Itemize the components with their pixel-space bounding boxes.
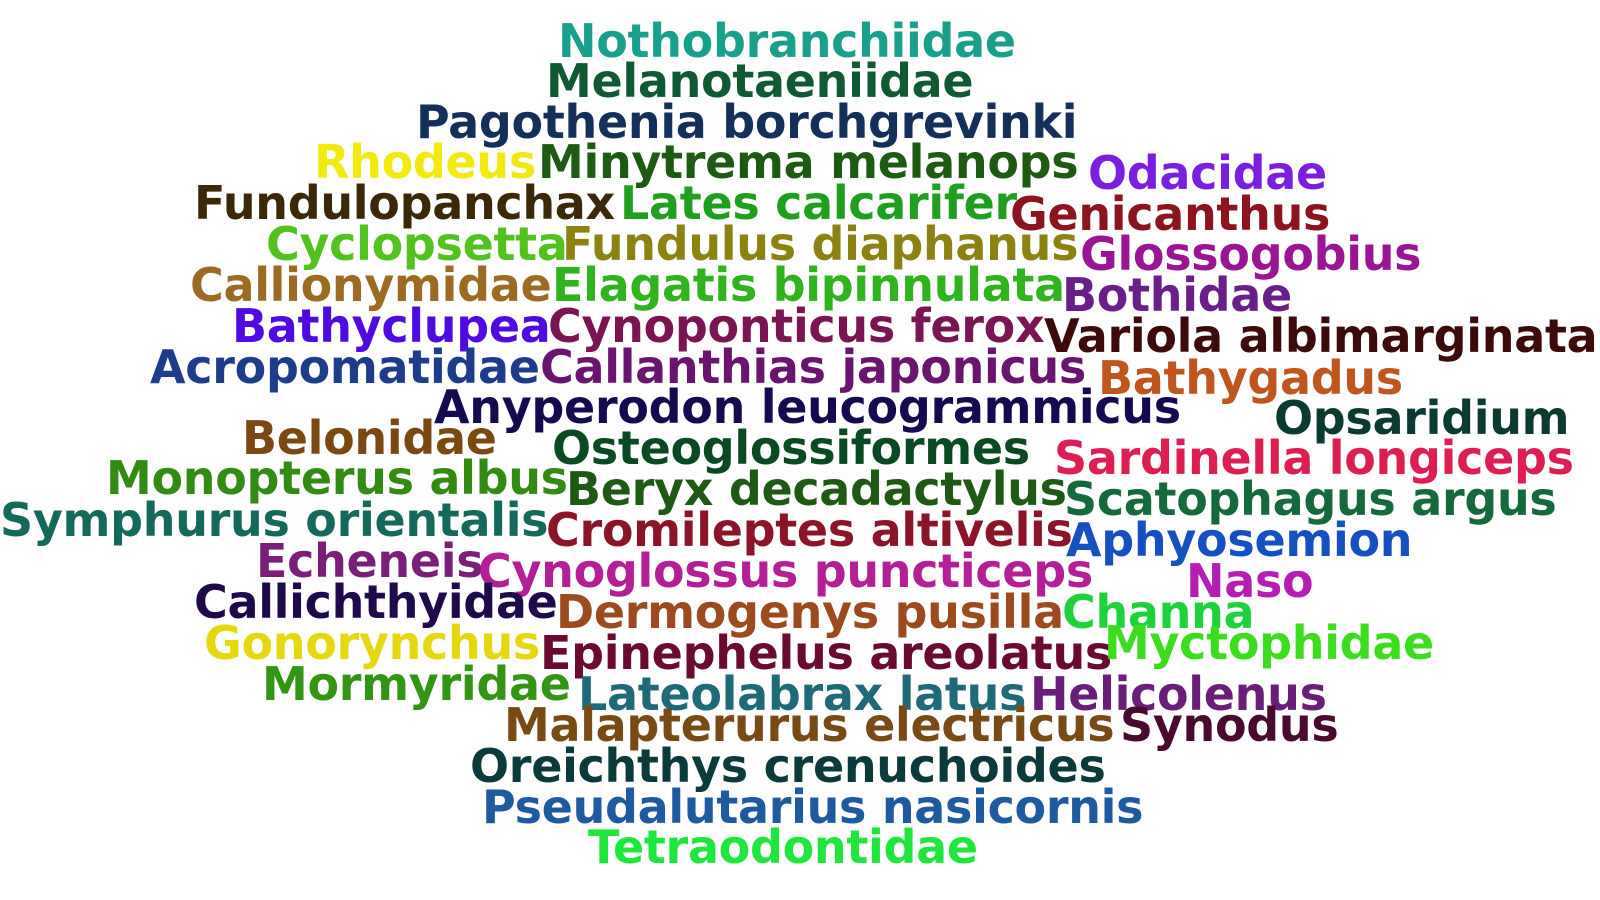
word-naso: Naso [1186, 554, 1314, 608]
word-opsaridium: Opsaridium [1274, 391, 1570, 445]
word-epinephelus-areolatus: Epinephelus areolatus [540, 626, 1113, 680]
word-pagothenia-borchgrevinki: Pagothenia borchgrevinki [416, 95, 1078, 149]
word-odacidae: Odacidae [1088, 146, 1327, 200]
word-beryx-decadactylus: Beryx decadactylus [566, 462, 1067, 516]
word-acropomatidae: Acropomatidae [150, 340, 540, 394]
word-channa: Channa [1062, 585, 1255, 639]
word-rhodeus: Rhodeus [314, 135, 536, 189]
word-fundulus-diaphanus: Fundulus diaphanus [562, 217, 1079, 271]
word-lates-calcarifer: Lates calcarifer [620, 176, 1017, 230]
word-pseudalutarius-nasicornis: Pseudalutarius nasicornis [482, 780, 1144, 834]
word-echeneis: Echeneis [256, 534, 484, 588]
word-minytrema-melanops: Minytrema melanops [538, 135, 1079, 189]
word-malapterurus-electricus: Malapterurus electricus [504, 698, 1115, 752]
word-synodus: Synodus [1120, 698, 1339, 752]
word-aphyosemion: Aphyosemion [1066, 513, 1413, 567]
word-cynoponticus-ferox: Cynoponticus ferox [548, 299, 1045, 353]
word-genicanthus: Genicanthus [1010, 187, 1331, 241]
word-belonidae: Belonidae [242, 411, 497, 465]
word-myctophidae: Myctophidae [1104, 616, 1434, 670]
word-cromileptes-altivelis: Cromileptes altivelis [546, 503, 1073, 557]
word-callionymidae: Callionymidae [190, 258, 552, 312]
word-cynoglossus-puncticeps: Cynoglossus puncticeps [478, 544, 1093, 598]
word-bothidae: Bothidae [1062, 268, 1292, 322]
word-bathygadus: Bathygadus [1098, 351, 1403, 405]
word-variola-albimarginata: Variola albimarginata [1044, 309, 1598, 363]
word-lateolabrax-latus: Lateolabrax latus [578, 667, 1027, 721]
word-elagatis-bipinnulata: Elagatis bipinnulata [552, 258, 1065, 312]
word-tetraodontidae: Tetraodontidae [588, 820, 978, 874]
word-nothobranchiidae: Nothobranchiidae [558, 14, 1016, 68]
word-anyperodon-leucogrammicus: Anyperodon leucogrammicus [434, 380, 1181, 434]
word-monopterus-albus: Monopterus albus [106, 451, 568, 505]
word-oreichthys-crenuchoides: Oreichthys crenuchoides [470, 739, 1106, 793]
word-callichthyidae: Callichthyidae [194, 575, 558, 629]
word-glossogobius: Glossogobius [1080, 227, 1422, 281]
word-bathyclupea: Bathyclupea [232, 299, 551, 353]
word-helicolenus: Helicolenus [1030, 667, 1327, 721]
word-gonorynchus: Gonorynchus [204, 616, 540, 670]
word-callanthias-japonicus: Callanthias japonicus [540, 340, 1087, 394]
word-cyclopsetta: Cyclopsetta [266, 217, 568, 271]
word-dermogenys-pusilla: Dermogenys pusilla [556, 585, 1064, 639]
word-symphurus-orientalis: Symphurus orientalis [0, 493, 549, 547]
word-fundulopanchax: Fundulopanchax [194, 176, 615, 230]
word-scatophagus-argus: Scatophagus argus [1064, 472, 1557, 526]
word-osteoglossiformes: Osteoglossiformes [552, 421, 1030, 475]
word-sardinella-longiceps: Sardinella longiceps [1054, 431, 1574, 485]
word-mormyridae: Mormyridae [262, 657, 571, 711]
word-melanotaeniidae: Melanotaeniidae [546, 54, 974, 108]
